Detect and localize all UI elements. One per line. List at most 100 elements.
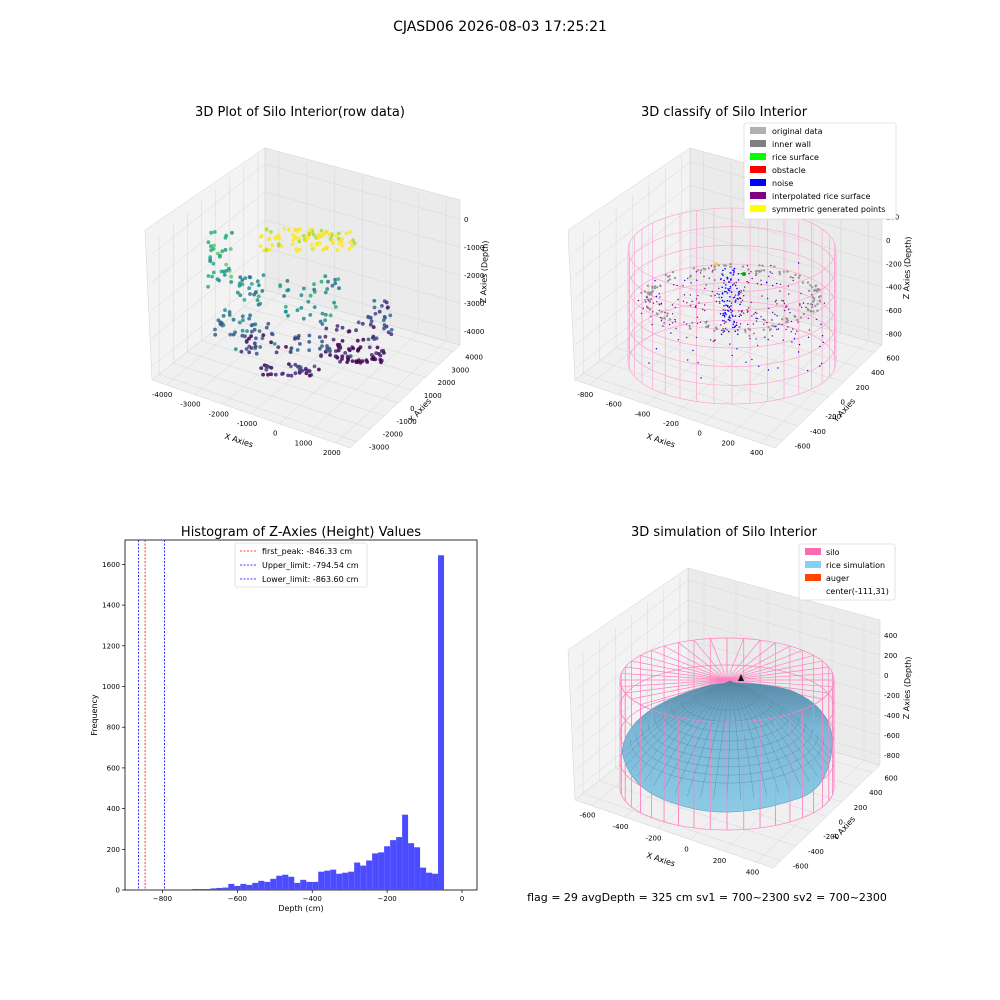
noise-point (738, 315, 740, 318)
histogram-bar (222, 887, 229, 890)
histogram-bar (372, 853, 379, 890)
noise-point (807, 336, 810, 338)
interpolated-point (682, 300, 685, 302)
interpolated-point (799, 303, 801, 305)
y-tick-label: -600 (795, 443, 811, 451)
scatter-point (356, 347, 361, 352)
scatter-point (209, 248, 214, 253)
interpolated-point (696, 316, 699, 318)
interpolated-point (787, 326, 789, 328)
scatter-point (297, 364, 301, 369)
scatter-point (380, 304, 384, 308)
x-tick-label: 0 (697, 430, 701, 438)
scatter-point (320, 311, 325, 316)
grid-line (574, 599, 689, 691)
scatter-point (312, 305, 317, 309)
noise-point (727, 289, 730, 291)
histogram-bar (390, 840, 397, 890)
interpolated-point (671, 304, 674, 306)
noise-point (687, 359, 689, 361)
scatter-point (364, 358, 369, 363)
noise-point (729, 287, 731, 290)
noise-point (772, 284, 774, 287)
y-tick-label: 200 (107, 846, 120, 854)
scatter-point (239, 349, 244, 354)
scatter-point (317, 335, 322, 339)
scatter-point (307, 373, 312, 378)
noise-point (822, 341, 824, 343)
interpolated-point (662, 325, 664, 327)
scatter-point (388, 313, 393, 318)
scatter-point (261, 372, 265, 377)
interpolated-point (752, 323, 755, 325)
original-point (729, 265, 732, 268)
interpolated-point (741, 299, 744, 302)
noise-point (725, 313, 727, 316)
scatter-point (291, 232, 295, 237)
original-point (801, 281, 805, 284)
scatter-point (289, 373, 294, 378)
histogram-bar (228, 883, 235, 890)
original-point (664, 273, 668, 277)
scatter-point (295, 308, 300, 313)
scatter-point (311, 246, 315, 251)
noise-point (751, 358, 753, 361)
scatter-point (307, 333, 312, 338)
y-tick-label: 1000 (424, 392, 442, 400)
scatter-point (297, 236, 302, 241)
figure-suptitle: CJASD06 2026-08-03 17:25:21 (393, 19, 607, 35)
noise-point (724, 312, 727, 314)
histogram-bar (312, 881, 319, 890)
scatter-point (350, 244, 355, 249)
noise-point (733, 321, 735, 324)
legend-label: rice simulation (826, 561, 885, 570)
interpolated-point (782, 339, 784, 341)
mesh-meridian (729, 680, 832, 753)
x-tick-label: 400 (750, 449, 763, 457)
scatter-point (258, 234, 263, 239)
scatter-point (289, 346, 294, 351)
noise-point (725, 321, 727, 323)
interpolated-point (722, 331, 724, 333)
noise-point (734, 284, 737, 287)
grid-line (307, 333, 419, 434)
noise-point (739, 303, 741, 306)
scatter-point (335, 324, 340, 328)
interpolated-point (734, 294, 737, 296)
interpolated-point (718, 301, 721, 303)
grid-line (151, 191, 266, 283)
interpolated-point (746, 309, 748, 311)
interpolated-point (711, 271, 713, 273)
y-tick-label: -400 (808, 848, 824, 856)
scatter-point (233, 347, 238, 351)
scatter-point (240, 278, 245, 282)
interpolated-point (760, 283, 762, 286)
grid-line (689, 231, 883, 287)
z-tick-label: -400 (884, 712, 900, 720)
panel3-legend: first_peak: -846.33 cm Upper_limit: -794.… (234, 542, 368, 588)
noise-point (723, 314, 725, 317)
original-point (649, 298, 652, 301)
original-point (705, 325, 708, 328)
scatter-point (223, 308, 227, 312)
original-point (702, 267, 705, 270)
original-point (744, 330, 747, 333)
scatter-point (243, 334, 247, 339)
silo-roof-spoke (726, 639, 761, 681)
panel2-zlabel: Z Axies (Depth) (902, 236, 913, 299)
scatter-point (345, 354, 350, 359)
x-tick-label: 0 (684, 846, 688, 854)
grid-line (574, 208, 691, 299)
silo-roof-spoke (631, 660, 728, 681)
interpolated-point (794, 333, 797, 335)
scatter-point (305, 235, 310, 240)
interpolated-point (715, 300, 718, 303)
interpolated-point (723, 282, 725, 284)
original-point (738, 325, 741, 329)
histogram-bar (414, 847, 421, 890)
original-point (747, 268, 750, 271)
noise-point (727, 288, 729, 290)
scatter-point (318, 319, 323, 324)
scatter-point (325, 229, 329, 234)
grid-line (165, 293, 280, 386)
